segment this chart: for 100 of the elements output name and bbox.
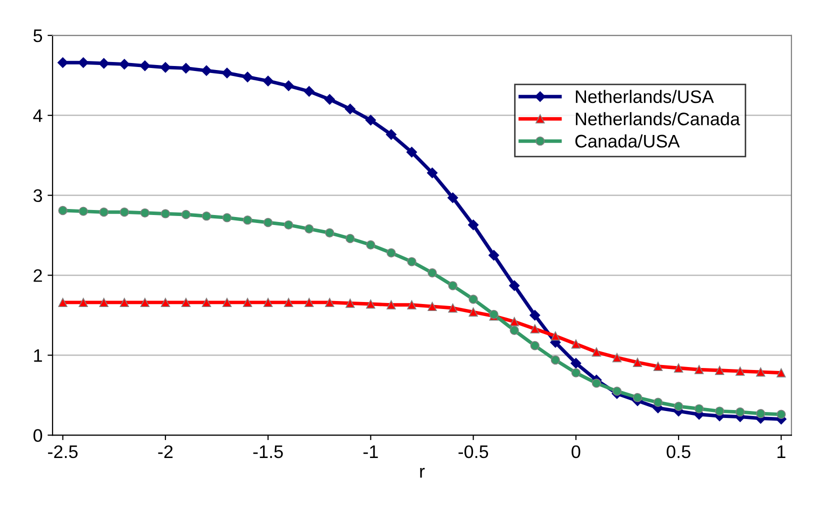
point [140, 208, 150, 218]
point [756, 408, 766, 418]
point [448, 303, 458, 313]
point [222, 213, 232, 222]
point [181, 210, 191, 220]
point [550, 331, 560, 341]
point [426, 168, 438, 178]
point [632, 393, 642, 402]
point [99, 208, 108, 217]
point [407, 300, 416, 310]
point [488, 250, 500, 261]
x-tick-label: 0.5 [666, 445, 690, 458]
point [694, 404, 704, 414]
point [242, 72, 253, 82]
point [78, 57, 89, 68]
point [202, 298, 212, 308]
point [346, 234, 355, 244]
y-tick-label: 1 [34, 349, 42, 362]
point [180, 62, 192, 74]
point [571, 339, 581, 349]
legend-label: Netherlands/Canada [576, 112, 740, 126]
point [592, 347, 602, 357]
point [58, 298, 68, 308]
point [468, 307, 478, 317]
point [263, 218, 273, 228]
point [510, 317, 519, 326]
point [98, 58, 110, 69]
point [58, 206, 68, 216]
point [242, 298, 252, 308]
point [324, 94, 335, 105]
point [201, 65, 212, 76]
point [120, 208, 129, 217]
point [284, 298, 294, 308]
point [99, 298, 108, 308]
point [510, 326, 519, 336]
point [674, 363, 684, 373]
point [468, 220, 479, 230]
point [386, 300, 396, 310]
y-tick-label: 4 [33, 109, 42, 122]
point [530, 341, 540, 350]
point [78, 206, 88, 216]
point [674, 402, 684, 411]
point [756, 367, 766, 377]
point [325, 228, 334, 238]
point [366, 299, 376, 309]
point [181, 298, 191, 308]
point [366, 240, 376, 250]
point [428, 302, 437, 312]
y-tick-label: 0 [33, 429, 42, 442]
y-tick-label: 2 [34, 269, 42, 282]
point [140, 298, 150, 308]
x-axis-title: r [420, 468, 425, 478]
point [407, 257, 416, 266]
point [694, 365, 704, 374]
y-tick-label: 3 [33, 189, 42, 202]
point [386, 248, 396, 258]
point [202, 212, 212, 221]
point [304, 224, 314, 234]
point [160, 298, 170, 308]
point [406, 146, 418, 158]
point [653, 398, 663, 407]
x-tick-label: -1.5 [253, 446, 283, 458]
point [304, 86, 314, 97]
point [263, 298, 273, 308]
point [715, 406, 724, 416]
point [509, 280, 520, 291]
point [284, 220, 294, 230]
point [428, 268, 437, 278]
x-tick-label: -0.5 [458, 445, 488, 458]
point [653, 362, 663, 371]
point [736, 407, 745, 417]
y-tick-label: 5 [34, 30, 42, 42]
point [715, 366, 724, 375]
point [570, 358, 582, 369]
legend-label: Netherlands/USA [576, 90, 714, 104]
point [386, 129, 397, 140]
point [632, 358, 642, 367]
point [325, 298, 334, 308]
x-tick-label: 0 [572, 445, 580, 458]
x-tick-label: 1 [778, 446, 786, 458]
point [468, 294, 478, 304]
point [776, 368, 786, 378]
point [57, 57, 68, 68]
point [530, 310, 540, 321]
point [78, 298, 88, 308]
point [160, 209, 170, 218]
point [447, 192, 458, 204]
point [304, 298, 314, 308]
point [283, 80, 294, 92]
point [448, 281, 458, 290]
point [222, 298, 232, 308]
point [776, 410, 786, 419]
point [262, 76, 274, 86]
point [120, 298, 129, 308]
point [140, 60, 150, 72]
point [119, 58, 130, 70]
point [736, 366, 745, 376]
x-tick-label: -2.5 [48, 445, 78, 458]
point [346, 298, 355, 308]
legend-label: Canada/USA [575, 134, 680, 148]
